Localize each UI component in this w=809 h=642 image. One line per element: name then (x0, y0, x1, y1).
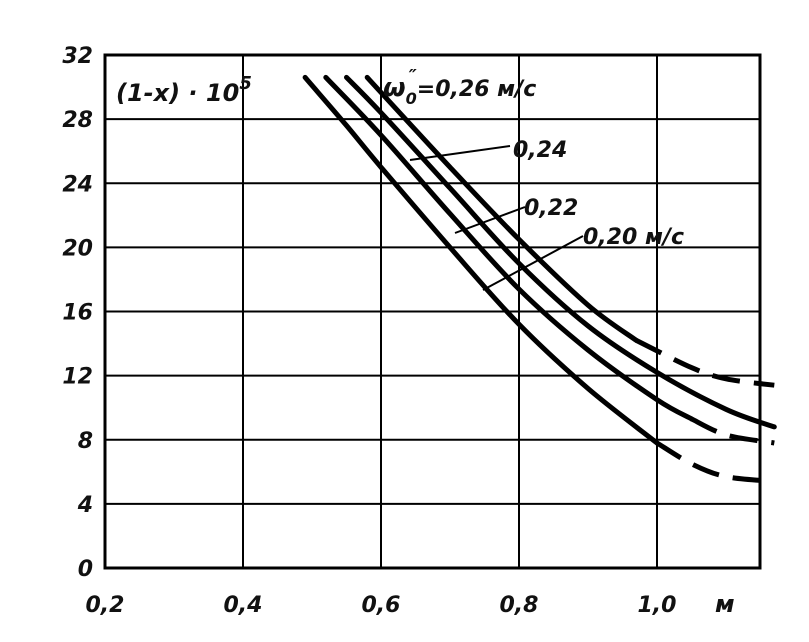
x-tick-labels: 0,2 0,4 0,6 0,8 1,0 (86, 593, 677, 618)
x-tick-label-3: 0,8 (500, 593, 539, 618)
series-1-solid-line (323, 74, 694, 422)
series-3-solid-line (364, 74, 639, 343)
y-tick-label-3: 12 (62, 365, 93, 390)
x-tick-label-0: 0,2 (86, 593, 125, 618)
y-tick-label-1: 4 (77, 493, 93, 518)
y-tick-label-8: 32 (62, 44, 93, 69)
series-label-022: 0,22 (524, 196, 578, 221)
series-label-020: 0,20 м/с (583, 225, 684, 250)
y-tick-label-0: 0 (78, 557, 93, 582)
series-0-dashed-line (655, 440, 775, 484)
y-tick-label-7: 28 (62, 108, 93, 133)
y-tick-label-2: 8 (78, 429, 93, 454)
x-tick-label-2: 0,6 (362, 593, 401, 618)
y-tick-label-4: 16 (62, 301, 93, 326)
x-tick-label-4: 1,0 (638, 593, 677, 618)
series-group (302, 74, 777, 484)
series-label-026: ω0″=0,26 м/с (383, 66, 536, 108)
series-1-dashed-line (690, 416, 775, 446)
y-tick-labels: 0 4 8 12 16 20 24 28 32 (62, 44, 93, 582)
series-0-solid-line (302, 74, 660, 446)
leader-line-020 (482, 235, 584, 291)
x-axis-label: м (715, 590, 735, 618)
y-axis-label: (1-x) · 105 (116, 73, 252, 107)
plot-frame (103, 53, 762, 570)
y-tick-label-5: 20 (62, 236, 93, 261)
leader-line-024 (409, 145, 511, 161)
series-label-024: 0,24 (513, 138, 567, 163)
y-tick-label-6: 24 (62, 172, 93, 197)
x-tick-label-1: 0,4 (224, 593, 263, 618)
series-2-solid-line (344, 74, 777, 430)
leader-line-022 (454, 206, 526, 234)
grid-lines (105, 55, 760, 568)
